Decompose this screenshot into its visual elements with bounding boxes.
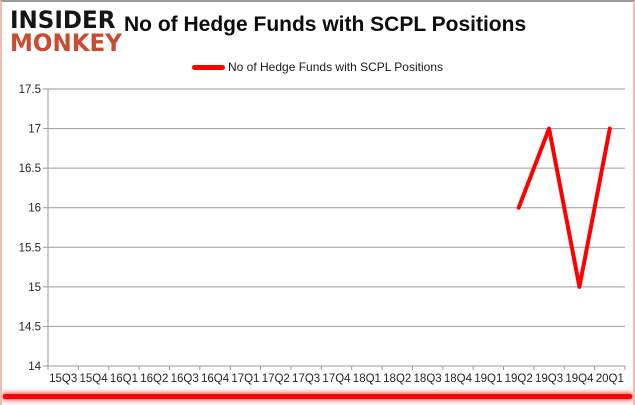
- y-tick-label: 14.5: [19, 321, 41, 333]
- x-tick-label: 19Q1: [474, 373, 502, 385]
- line-chart-svg: 14 14.5 15 15.5 16 16.5 17 17.5 15Q3 15Q4 16Q1 16Q2…: [19, 84, 626, 385]
- y-tick-label: 15.5: [19, 242, 41, 254]
- data-series-line: [516, 126, 612, 289]
- x-tick-label: 16Q2: [140, 373, 168, 385]
- x-tick-label: 19Q2: [505, 373, 533, 385]
- x-tick-label: 18Q3: [414, 373, 442, 385]
- y-tick-label: 17: [28, 124, 41, 136]
- x-tick-label: 17Q3: [292, 373, 320, 385]
- y-tick-label: 16: [28, 203, 41, 215]
- bottom-red-bar: [3, 394, 632, 399]
- legend-label: No of Hedge Funds with SCPL Positions: [228, 60, 443, 74]
- x-tick-label: 18Q1: [353, 373, 381, 385]
- x-tick-label: 17Q1: [231, 373, 259, 385]
- x-tick-label: 17Q4: [322, 373, 351, 385]
- insider-monkey-logo: INSIDER MONKEY: [10, 6, 122, 58]
- x-tick-label: 17Q2: [262, 373, 290, 385]
- x-tick-label: 16Q1: [110, 373, 138, 385]
- chart-title: No of Hedge Funds with SCPL Positions: [124, 13, 527, 36]
- y-tick-label: 14: [28, 361, 41, 373]
- logo-line-monkey: MONKEY: [10, 29, 122, 58]
- legend-line-swatch: [192, 64, 225, 70]
- x-tick-label: 18Q4: [444, 373, 473, 385]
- x-tick-label: 18Q2: [383, 373, 411, 385]
- legend: No of Hedge Funds with SCPL Positions: [2, 60, 633, 74]
- x-tick-label: 19Q4: [565, 373, 594, 385]
- x-tick-label: 20Q1: [596, 373, 624, 385]
- plot-area: 14 14.5 15 15.5 16 16.5 17 17.5 15Q3 15Q4 16Q1 16Q2…: [2, 82, 633, 394]
- x-tick-label: 16Q3: [171, 373, 199, 385]
- y-tick-label: 17.5: [19, 84, 41, 96]
- x-tick-label: 15Q3: [49, 373, 77, 385]
- x-tick-label: 19Q3: [535, 373, 563, 385]
- y-tick-label: 16.5: [19, 163, 41, 175]
- logo-line-insider: INSIDER: [10, 6, 116, 35]
- x-tick-label: 15Q4: [79, 373, 108, 385]
- y-tick-label: 15: [28, 282, 41, 294]
- x-tick-label: 16Q4: [201, 373, 230, 385]
